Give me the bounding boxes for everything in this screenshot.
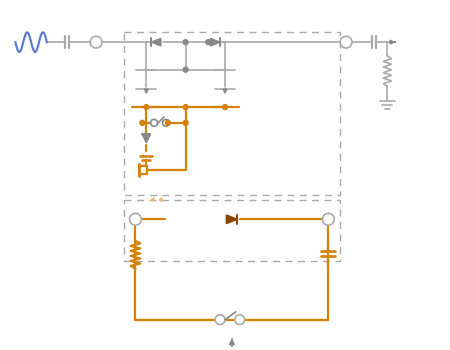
- Circle shape: [223, 105, 227, 110]
- Circle shape: [144, 105, 149, 110]
- Circle shape: [323, 214, 334, 225]
- Polygon shape: [142, 134, 150, 143]
- Circle shape: [130, 214, 141, 225]
- Circle shape: [151, 119, 157, 126]
- Polygon shape: [226, 215, 238, 224]
- Polygon shape: [210, 38, 220, 46]
- Circle shape: [140, 120, 145, 125]
- Bar: [124, 199, 340, 261]
- Circle shape: [206, 40, 211, 44]
- Circle shape: [183, 105, 188, 110]
- Circle shape: [90, 36, 102, 48]
- Circle shape: [235, 315, 245, 324]
- Circle shape: [162, 119, 169, 126]
- Bar: [124, 32, 340, 195]
- Circle shape: [183, 120, 188, 125]
- Circle shape: [166, 120, 171, 125]
- Circle shape: [340, 36, 352, 48]
- Circle shape: [183, 40, 188, 44]
- Circle shape: [215, 315, 225, 324]
- Polygon shape: [151, 38, 161, 46]
- Circle shape: [183, 67, 188, 72]
